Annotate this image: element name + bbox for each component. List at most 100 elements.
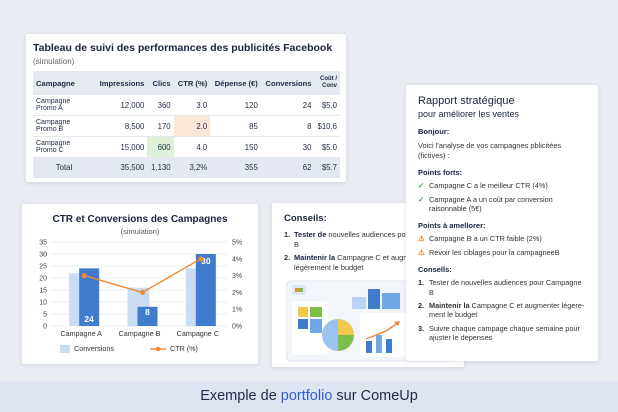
footer-banner: Exemple de portfolio sur ComeUp (0, 381, 618, 412)
strategy-report-card: Rapport stratégique pour améliorer les v… (406, 85, 598, 361)
table-row: Campagne Promo C 15,000 600 4.0 150 30 $… (33, 136, 340, 158)
cell-campaign: Campagne Promo A (33, 95, 95, 116)
strength-item: ✓ Campagne C a le meilleur CTR (4%) (418, 181, 548, 191)
y-left-tick-label: 15 (39, 288, 47, 295)
strengths-label: Points forts: (418, 168, 463, 178)
advice-number: 2. (284, 253, 291, 263)
table-subtitle: (simulation) (33, 57, 75, 66)
total-label: Total (33, 157, 95, 178)
advice-text: Maintenir la Campagne C et augmenter lég… (294, 253, 427, 272)
header-conversions: Conversions (260, 71, 315, 95)
header-impressions: Impressions (95, 71, 148, 95)
legend-marker-ctr (155, 346, 161, 352)
cell-spend: 120 (210, 95, 261, 116)
total-cost-per-conv: $5.7 (314, 157, 340, 178)
report-advice-item: 1. Tester de nouvelles audiences pour Ca… (418, 278, 582, 297)
cell-impressions: 12,000 (95, 95, 148, 116)
cell-clicks-high: 600 (147, 136, 174, 158)
y-left-tick-label: 30 (39, 252, 47, 259)
table-total-row: Total 35,500 1,130 3,2% 355 62 $5.7 (33, 157, 340, 178)
report-intro: Voici l'analyse de vos campagnes pblicit… (418, 141, 562, 160)
report-advice-item: 3. Suivre chaque campage chaque semaine … (418, 323, 580, 343)
report-greeting: Bonjour: (418, 127, 450, 136)
cell-cost-per-conv: $5.0 (314, 136, 340, 158)
advice-item: 2. Maintenir la Campagne C et augmenter … (284, 253, 452, 272)
warning-icon: ⚠ (418, 234, 425, 244)
bar-data-label: 8 (145, 307, 150, 317)
bar-data-label: 24 (84, 314, 94, 324)
cell-cost-per-conv: $5.0 (314, 95, 340, 116)
improve-label: Points à amellorer: (418, 221, 486, 231)
y-right-tick-label: 4% (232, 256, 242, 263)
cell-ctr: 4.0 (173, 136, 211, 158)
legend-label-conversions: Conversions (74, 344, 114, 353)
legend-swatch-conversions (60, 345, 70, 353)
table-row: Campagne Promo B 8,500 170 2.0 85 8 $10.… (33, 115, 340, 137)
x-tick-label: Campagne C (177, 329, 219, 338)
cell-impressions: 8,500 (95, 115, 148, 137)
performance-table-card: Tableau de suivi des performances des pu… (26, 34, 346, 182)
table-row: Campagne Promo A 12,000 360 3.0 120 24 $… (33, 95, 340, 116)
y-right-tick-label: 3% (232, 273, 242, 280)
strength-item: ✓ Campagne A a un coût par conversion ra… (418, 194, 553, 213)
cell-cost-per-conv: $10.6 (314, 115, 340, 137)
cell-campaign: Campagne Promo B (33, 115, 95, 137)
bar-conversions (137, 306, 158, 326)
report-title: Rapport stratégique (418, 95, 515, 107)
total-clicks: 1,130 (147, 157, 174, 178)
advice-heading: Conseils: (284, 213, 327, 224)
cell-ctr-low: 2.0 (173, 115, 211, 137)
improvement-item: ⚠ Revoir les ciblages pour la campagneeB (418, 247, 560, 257)
total-conversions: 62 (260, 157, 315, 178)
performance-table: Campagne Impressions Clics CTR (%) Dépen… (33, 71, 340, 178)
cell-impressions: 15,000 (95, 136, 148, 158)
table-header-row: Campagne Impressions Clics CTR (%) Dépen… (33, 71, 340, 95)
advice-number: 1. (284, 230, 291, 239)
chart-subtitle: (simulation) (120, 227, 160, 236)
x-tick-label: Campagne B (119, 329, 161, 338)
y-right-tick-label: 5% (232, 240, 242, 247)
cell-conversions: 8 (260, 115, 315, 137)
footer-accent: portfolio (280, 388, 333, 404)
y-left-tick-label: 25 (39, 264, 47, 271)
cell-conversions: 30 (260, 136, 315, 158)
check-icon: ✓ (418, 194, 425, 204)
ctr-point (198, 256, 204, 262)
ctr-point (81, 273, 87, 279)
cell-conversions: 24 (260, 95, 315, 116)
header-campaign: Campagne (33, 71, 95, 95)
y-right-tick-label: 2% (232, 290, 242, 297)
y-right-tick-label: 1% (232, 307, 242, 314)
header-spend: Dépense (€) (210, 71, 261, 95)
header-cost-per-conv: Coût / Conv (314, 71, 340, 95)
advice-item: 1. Tester de nouvelles audiences pour Ca… (284, 230, 452, 249)
y-right-tick-label: 0% (232, 324, 242, 331)
y-left-tick-label: 20 (39, 276, 47, 283)
total-ctr: 3,2% (173, 157, 211, 178)
bar-conversions (79, 268, 100, 326)
legend-label-ctr: CTR (%) (170, 344, 198, 353)
y-left-tick-label: 5 (43, 312, 47, 319)
report-advice-label: Consells: (418, 265, 452, 275)
cell-clicks: 360 (147, 95, 174, 116)
chart-card: CTR et Conversions des Campagnes (simula… (22, 204, 258, 364)
x-tick-label: Campagne A (60, 329, 102, 338)
y-left-tick-label: 35 (39, 240, 47, 247)
header-ctr: CTR (%) (173, 71, 211, 95)
cell-clicks: 170 (147, 115, 174, 137)
report-subtitle: pour améliorer les ventes (418, 109, 520, 119)
total-impressions: 35,500 (95, 157, 148, 178)
check-icon: ✓ (418, 181, 425, 191)
advice-text: Tester de nouvelles audiences pour Campa… (294, 230, 451, 249)
cell-spend: 150 (210, 136, 261, 158)
table-title: Tableau de suivi des performances des pu… (33, 42, 333, 54)
ctr-point (139, 289, 146, 295)
cell-spend: 85 (210, 115, 261, 137)
bar-data-label: 30 (201, 256, 211, 266)
cell-campaign: Campagne Promo C (33, 136, 95, 158)
footer-brand: ComeUp (360, 388, 418, 404)
bar-conversions (195, 254, 216, 326)
y-left-tick-label: 10 (39, 300, 47, 307)
total-spend: 355 (210, 157, 261, 178)
cell-ctr: 3.0 (173, 95, 211, 116)
